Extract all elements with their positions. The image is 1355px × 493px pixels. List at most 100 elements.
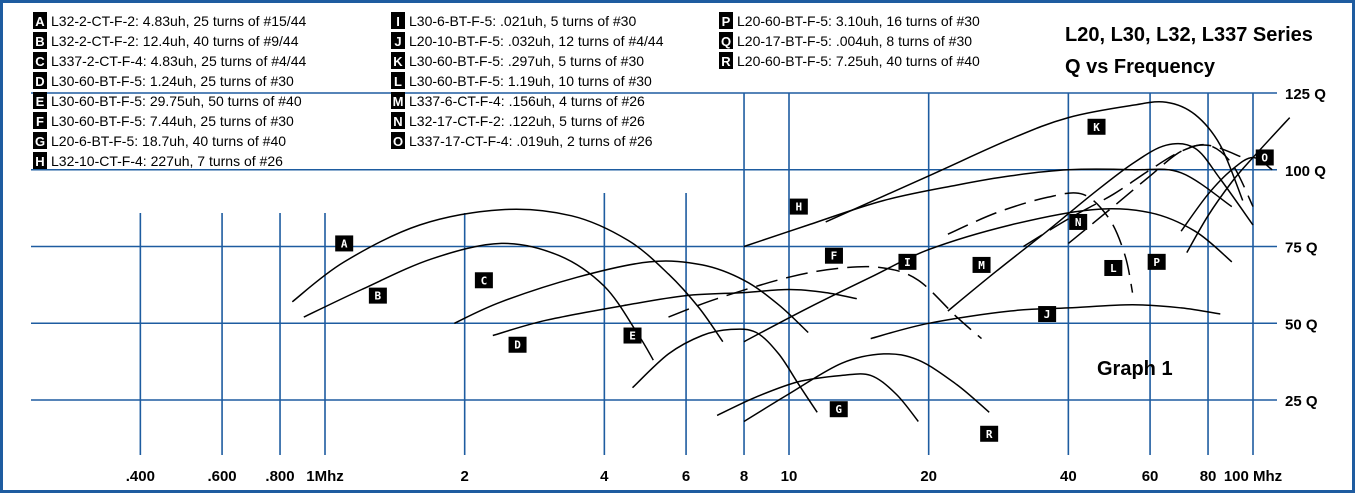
curve-label-box-i: [898, 253, 917, 270]
legend-text: L20-17-BT-F-5: .004uh, 8 turns of #30: [737, 33, 972, 49]
curve-b: [303, 242, 654, 361]
legend-text: L20-6-BT-F-5: 18.7uh, 40 turns of #40: [51, 133, 286, 149]
legend-letter-box: [391, 92, 405, 109]
curve-label-box-l: [1104, 259, 1123, 276]
legend-text: L30-60-BT-F-5: 29.75uh, 50 turns of #40: [51, 93, 302, 109]
legend-letter-box: [391, 12, 405, 29]
curve-label-o: O: [1261, 151, 1268, 164]
legend-letter: C: [35, 54, 45, 69]
curve-label-n: N: [1075, 216, 1082, 229]
chart-title-line2: Q vs Frequency: [1065, 56, 1216, 78]
legend-letter: J: [394, 34, 401, 49]
curve-d: [492, 288, 857, 337]
curve-label-box-r: [980, 425, 999, 442]
curve-label-h: H: [796, 201, 803, 214]
legend-item-e: E L30-60-BT-F-5: 29.75uh, 50 turns of #40: [33, 92, 302, 109]
curve-label-box-c: [474, 272, 493, 289]
curve-label-box-n: [1069, 213, 1088, 230]
legend-item-g: G L20-6-BT-F-5: 18.7uh, 40 turns of #40: [33, 132, 286, 149]
legend-text: L20-60-BT-F-5: 3.10uh, 16 turns of #30: [737, 13, 980, 29]
legend-letter: O: [393, 134, 403, 149]
legend-letter-box: [391, 32, 405, 49]
legend-letter-box: [391, 72, 405, 89]
curve-label-box-k: [1087, 118, 1106, 135]
legend-item-j: J L20-10-BT-F-5: .032uh, 12 turns of #4/4…: [391, 32, 664, 49]
curve-label-i: I: [904, 256, 911, 269]
x-tick-label: 6: [682, 468, 690, 485]
legend-letter-box: [391, 132, 405, 149]
legend-item-f: F L30-60-BT-F-5: 7.44uh, 25 turns of #30: [33, 112, 294, 129]
curve-label-box-b: [368, 287, 387, 304]
curve-label-d: D: [514, 339, 521, 352]
legend-text: L30-6-BT-F-5: .021uh, 5 turns of #30: [409, 13, 636, 29]
legend-text: L337-17-CT-F-4: .019uh, 2 turns of #26: [409, 133, 653, 149]
legend-letter: D: [35, 74, 44, 89]
legend-letter-box: [33, 92, 47, 109]
curve-label-j: J: [1044, 308, 1051, 321]
curve-m: [947, 142, 1254, 312]
legend-letter: A: [35, 14, 45, 29]
curve-g: [716, 373, 919, 422]
legend-text: L337-6-CT-F-4: .156uh, 4 turns of #26: [409, 93, 645, 109]
legend-letter: M: [393, 94, 404, 109]
curve-label-m: M: [978, 259, 985, 272]
y-tick-label: 125 Q: [1285, 86, 1326, 103]
x-tick-label: .400: [126, 468, 155, 485]
curve-f: [668, 265, 982, 340]
legend-letter-box: [719, 52, 733, 69]
legend-item-n: N L32-17-CT-F-2: .122uh, 5 turns of #26: [391, 112, 645, 129]
legend-item-o: O L337-17-CT-F-4: .019uh, 2 turns of #26: [391, 132, 653, 149]
legend-letter: F: [36, 114, 44, 129]
y-tick-label: 25 Q: [1285, 393, 1318, 410]
legend-letter: Q: [721, 34, 731, 49]
y-tick-label: 50 Q: [1285, 316, 1318, 333]
curve-label-box-f: [824, 247, 843, 264]
curve-a: [291, 208, 724, 343]
legend-item-p: P L20-60-BT-F-5: 3.10uh, 16 turns of #30: [719, 12, 980, 29]
legend-letter-box: [33, 32, 47, 49]
legend-text: L32-2-CT-F-2: 4.83uh, 25 turns of #15/44: [51, 13, 306, 29]
x-tick-label: 1Mhz: [306, 468, 344, 485]
legend-letter: P: [722, 14, 731, 29]
curve-l: [947, 192, 1134, 293]
curve-label-box-g: [829, 401, 848, 418]
legend-letter: L: [394, 74, 402, 89]
curve-label-box-h: [789, 198, 808, 215]
x-tick-label: 20: [920, 468, 937, 485]
curve-label-a: A: [341, 237, 348, 250]
legend-letter-box: [33, 132, 47, 149]
x-tick-label: 4: [600, 468, 609, 485]
legend-item-r: R L20-60-BT-F-5: 7.25uh, 40 turns of #40: [719, 52, 980, 69]
legend-letter: B: [35, 34, 44, 49]
curve-c: [453, 260, 809, 334]
curve-label-g: G: [835, 403, 842, 416]
legend-item-b: B L32-2-CT-F-2: 12.4uh, 40 turns of #9/44: [33, 32, 299, 49]
x-tick-label: 100 Mhz: [1224, 468, 1282, 485]
legend-text: L30-60-BT-F-5: 1.24uh, 25 turns of #30: [51, 73, 294, 89]
curve-p: [1186, 117, 1291, 253]
curve-label-box-e: [623, 327, 642, 344]
legend-item-l: L L30-60-BT-F-5: 1.19uh, 10 turns of #30: [391, 72, 652, 89]
curve-o: [1180, 156, 1273, 232]
legend-item-h: H L32-10-CT-F-4: 227uh, 7 turns of #26: [33, 152, 283, 169]
x-tick-label: 8: [740, 468, 748, 485]
legend-text: L30-60-BT-F-5: 1.19uh, 10 turns of #30: [409, 73, 652, 89]
legend-letter-box: [719, 32, 733, 49]
curve-label-f: F: [831, 250, 838, 263]
legend-item-m: M L337-6-CT-F-4: .156uh, 4 turns of #26: [391, 92, 645, 109]
legend-letter: I: [396, 14, 400, 29]
legend-letter-box: [33, 152, 47, 169]
legend-item-i: I L30-6-BT-F-5: .021uh, 5 turns of #30: [391, 12, 636, 29]
curve-labels: A B C D E F G H I J K L M N O P R: [335, 118, 1274, 442]
curve-label-box-p: [1147, 253, 1166, 270]
x-tick-label: 80: [1200, 468, 1217, 485]
legend-item-q: Q L20-17-BT-F-5: .004uh, 8 turns of #30: [719, 32, 972, 49]
legend-text: L337-2-CT-F-4: 4.83uh, 25 turns of #4/44: [51, 53, 306, 69]
legend: A L32-2-CT-F-2: 4.83uh, 25 turns of #15/4…: [33, 12, 980, 169]
legend-letter: N: [393, 114, 402, 129]
legend-letter-box: [33, 112, 47, 129]
x-tick-label: 40: [1060, 468, 1077, 485]
x-tick-label: .800: [265, 468, 294, 485]
curve-label-k: K: [1093, 121, 1100, 134]
legend-letter: H: [35, 154, 44, 169]
